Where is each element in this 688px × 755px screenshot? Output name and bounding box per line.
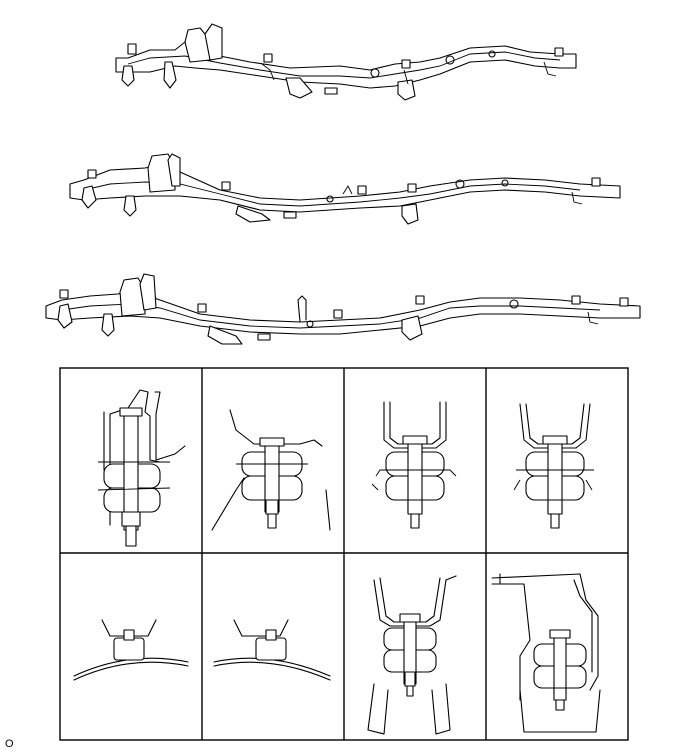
figure-code: O	[5, 738, 14, 750]
mount-detail-1	[97, 389, 186, 547]
mount-detail-5	[73, 619, 189, 681]
mount-detail-7	[367, 575, 457, 735]
frame-middle	[69, 153, 621, 225]
mount-detail-grid	[59, 367, 629, 741]
mount-detail-4	[513, 403, 594, 529]
mount-detail-6	[213, 619, 331, 681]
mount-detail-2	[211, 409, 331, 531]
mount-detail-3	[371, 401, 457, 529]
mount-detail-8	[491, 573, 601, 733]
frame-bottom	[45, 273, 641, 345]
frame-top	[115, 23, 577, 101]
